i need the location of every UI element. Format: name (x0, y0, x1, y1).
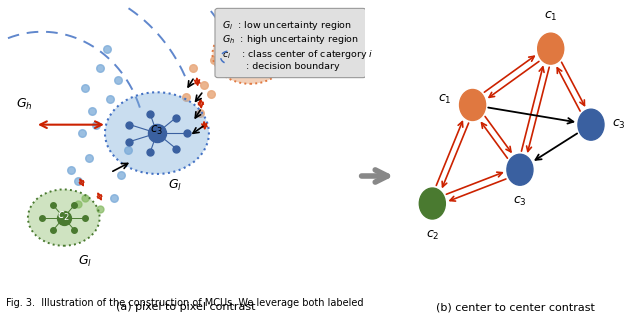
Text: $c_2$: $c_2$ (58, 210, 70, 223)
Text: $c_1$: $c_1$ (244, 46, 257, 60)
Circle shape (105, 92, 209, 174)
Circle shape (212, 25, 288, 84)
Text: (a) pixel to pixel contrast: (a) pixel to pixel contrast (116, 302, 255, 312)
Text: Fig. 3.  Illustration of the construction of MCUs. We leverage both labeled: Fig. 3. Illustration of the construction… (6, 298, 364, 308)
Text: $c_3$: $c_3$ (612, 118, 626, 131)
Circle shape (460, 90, 486, 120)
Circle shape (578, 109, 604, 140)
Text: $G_l$: $G_l$ (78, 254, 92, 269)
Text: $G_h$  : high uncertainty region: $G_h$ : high uncertainty region (222, 33, 359, 46)
Text: (b) center to center contrast: (b) center to center contrast (436, 302, 595, 312)
Text: $G_l$  : low uncertainty region: $G_l$ : low uncertainty region (222, 19, 352, 31)
Text: $c_3$: $c_3$ (513, 195, 527, 208)
Text: $c_3$: $c_3$ (150, 124, 163, 137)
FancyBboxPatch shape (215, 8, 366, 78)
Circle shape (538, 33, 564, 64)
Text: $G_l$: $G_l$ (168, 178, 182, 193)
Text: $G_h$: $G_h$ (16, 97, 33, 112)
Text: $c_2$: $c_2$ (426, 229, 439, 242)
Circle shape (28, 189, 100, 246)
Text: $c_i$    : class center of catergory $i$: $c_i$ : class center of catergory $i$ (222, 48, 374, 61)
Text: $c_1$: $c_1$ (438, 93, 451, 106)
Circle shape (419, 188, 445, 219)
Text: $G_l$: $G_l$ (295, 55, 309, 70)
Text: $c_1$: $c_1$ (544, 10, 557, 23)
Circle shape (507, 154, 533, 185)
Text: : decision boundary: : decision boundary (240, 62, 340, 71)
